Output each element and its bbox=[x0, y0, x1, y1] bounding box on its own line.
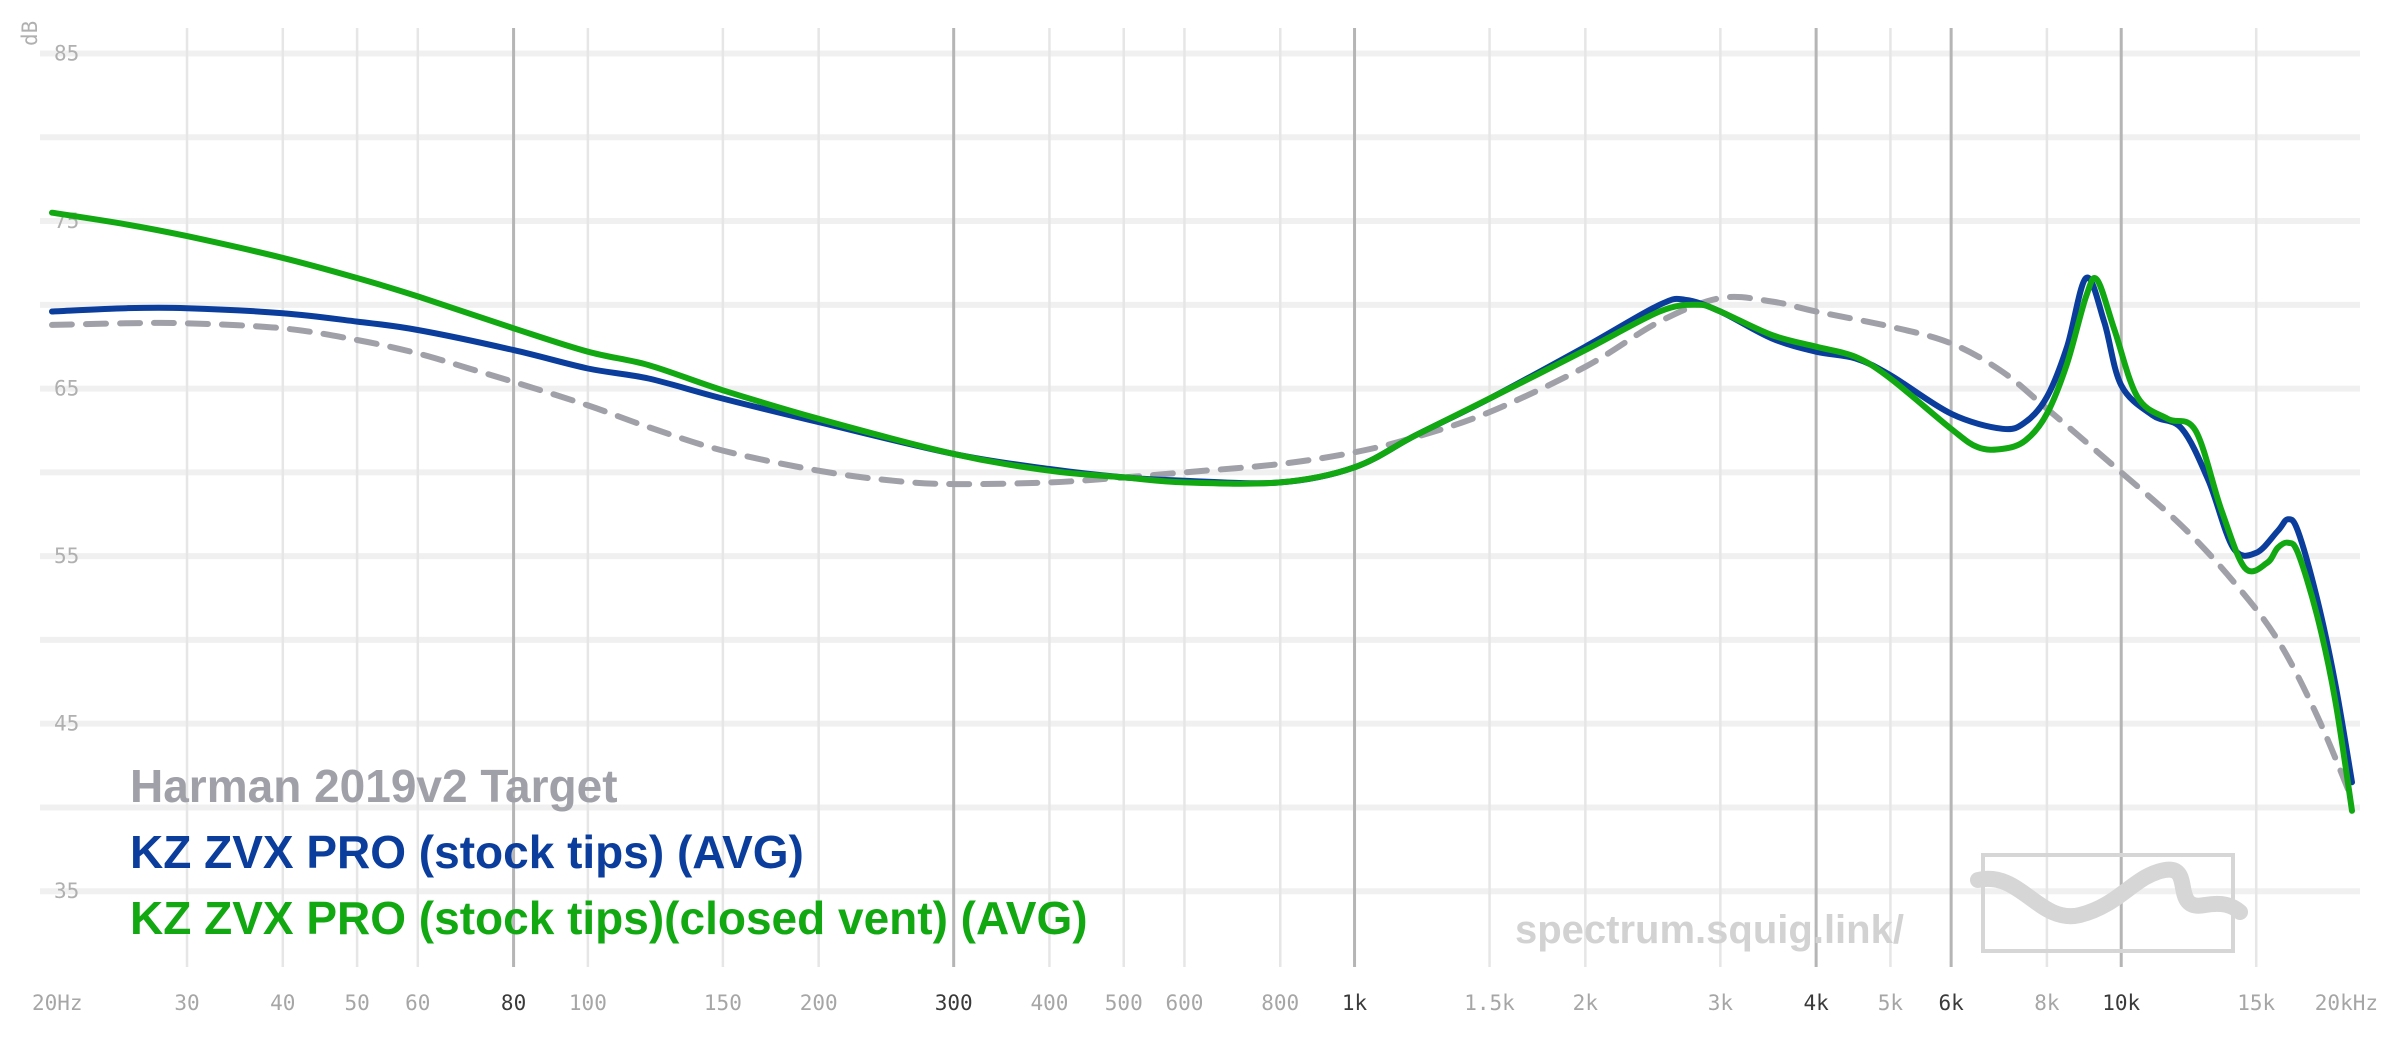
x-tick-label: 1k bbox=[1342, 991, 1368, 1015]
x-tick-label: 60 bbox=[405, 991, 430, 1015]
x-tick-label: 80 bbox=[501, 991, 526, 1015]
x-tick-label: 40 bbox=[270, 991, 295, 1015]
x-tick-label: 2k bbox=[1573, 991, 1599, 1015]
y-tick-label: 35 bbox=[54, 879, 79, 903]
x-tick-label: 200 bbox=[800, 991, 838, 1015]
series-line-kz-zvx-pro-stock-tips-avg bbox=[49, 274, 2355, 786]
x-tick-label: 100 bbox=[569, 991, 607, 1015]
y-tick-label: 55 bbox=[54, 544, 79, 568]
x-tick-label: 15k bbox=[2237, 991, 2275, 1015]
x-tick-label: 20kHz bbox=[2315, 991, 2378, 1015]
x-tick-label: 4k bbox=[1803, 991, 1829, 1015]
legend-entry: KZ ZVX PRO (stock tips) (AVG) bbox=[130, 826, 804, 878]
y-tick-label: 45 bbox=[54, 712, 79, 736]
x-axis-tick-labels: 20Hz 30 40 50 60 80 100 150 200 300 400 500 600 800 1k… bbox=[32, 991, 2378, 1015]
x-tick-label: 300 bbox=[935, 991, 973, 1015]
x-gridlines bbox=[185, 28, 2258, 967]
x-tick-label: 20Hz bbox=[32, 991, 83, 1015]
x-tick-label: 8k bbox=[2034, 991, 2060, 1015]
legend-entry: KZ ZVX PRO (stock tips)(closed vent) (AV… bbox=[130, 892, 1088, 944]
legend: Harman 2019v2 Target KZ ZVX PRO (stock ti… bbox=[130, 760, 1088, 944]
legend-entry: Harman 2019v2 Target bbox=[130, 760, 618, 812]
series-line-harman-2019v2-target bbox=[49, 293, 2355, 803]
squiglink-logo bbox=[1970, 853, 2248, 953]
x-tick-label: 800 bbox=[1261, 991, 1299, 1015]
x-tick-label: 400 bbox=[1030, 991, 1068, 1015]
x-tick-label: 50 bbox=[344, 991, 369, 1015]
y-axis-label: dB bbox=[18, 21, 42, 46]
watermark-text: spectrum.squig.link/ bbox=[1515, 908, 1904, 952]
x-tick-label: 600 bbox=[1165, 991, 1203, 1015]
series-line-kz-zvx-pro-stock-tips-closed-vent-avg bbox=[49, 209, 2355, 814]
series-lines bbox=[49, 209, 2355, 814]
x-tick-label: 6k bbox=[1938, 991, 1964, 1015]
x-tick-label: 1.5k bbox=[1464, 991, 1515, 1015]
x-tick-label: 150 bbox=[704, 991, 742, 1015]
x-tick-label: 10k bbox=[2102, 991, 2140, 1015]
x-tick-label: 3k bbox=[1708, 991, 1734, 1015]
x-tick-label: 5k bbox=[1878, 991, 1904, 1015]
y-tick-label: 65 bbox=[54, 377, 79, 401]
x-tick-label: 30 bbox=[174, 991, 199, 1015]
y-tick-label: 85 bbox=[54, 42, 79, 66]
x-tick-label: 500 bbox=[1105, 991, 1143, 1015]
